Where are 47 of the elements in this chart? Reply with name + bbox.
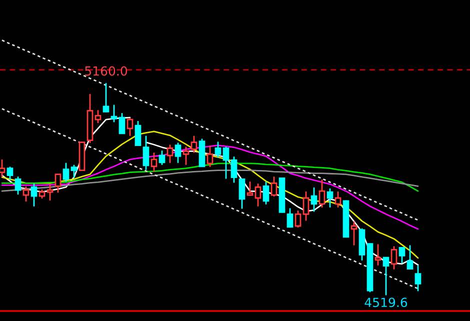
candlestick — [30, 183, 38, 207]
candlestick — [126, 118, 134, 136]
candlestick — [158, 150, 166, 166]
candlestick — [214, 142, 222, 158]
annotation: 5160.0 — [85, 66, 128, 76]
candlestick — [190, 136, 198, 153]
candlestick — [174, 142, 182, 164]
candlestick — [270, 176, 278, 197]
candlestick — [302, 191, 310, 221]
candlestick — [374, 244, 382, 266]
candlestick — [230, 156, 238, 183]
candlestick — [398, 247, 406, 264]
candlestick — [246, 181, 254, 196]
candlestick — [110, 104, 118, 122]
candlestick — [390, 246, 398, 270]
candlestick — [134, 120, 142, 146]
candlestick — [0, 159, 6, 177]
candlestick — [150, 152, 158, 172]
candlestick — [222, 146, 230, 179]
candlestick — [102, 82, 110, 112]
candlestick — [310, 187, 318, 212]
candlestick — [286, 208, 294, 228]
candlestick — [94, 110, 102, 124]
candlestick — [22, 186, 30, 202]
candlestick — [118, 112, 126, 134]
candlestick — [142, 136, 150, 170]
annotation: 4519.6 — [364, 298, 408, 308]
candlestick — [414, 265, 422, 292]
candlestick — [54, 174, 62, 193]
candlestick — [294, 210, 302, 228]
candlestick — [70, 164, 78, 178]
candlestick — [46, 184, 54, 201]
candlestick — [166, 144, 174, 164]
candlestick — [254, 183, 262, 207]
candlestick — [350, 221, 358, 246]
candlestick — [262, 181, 270, 205]
candlestick — [182, 146, 190, 166]
candlestick — [326, 188, 334, 208]
candlestick — [6, 166, 14, 180]
candlestick — [382, 256, 390, 296]
candlestick — [406, 245, 414, 270]
candlestick — [318, 180, 326, 208]
candlestick — [334, 191, 342, 208]
candlestick — [14, 176, 22, 195]
candlestick — [206, 146, 214, 168]
candlestick — [238, 178, 246, 209]
candlestick — [62, 162, 70, 182]
